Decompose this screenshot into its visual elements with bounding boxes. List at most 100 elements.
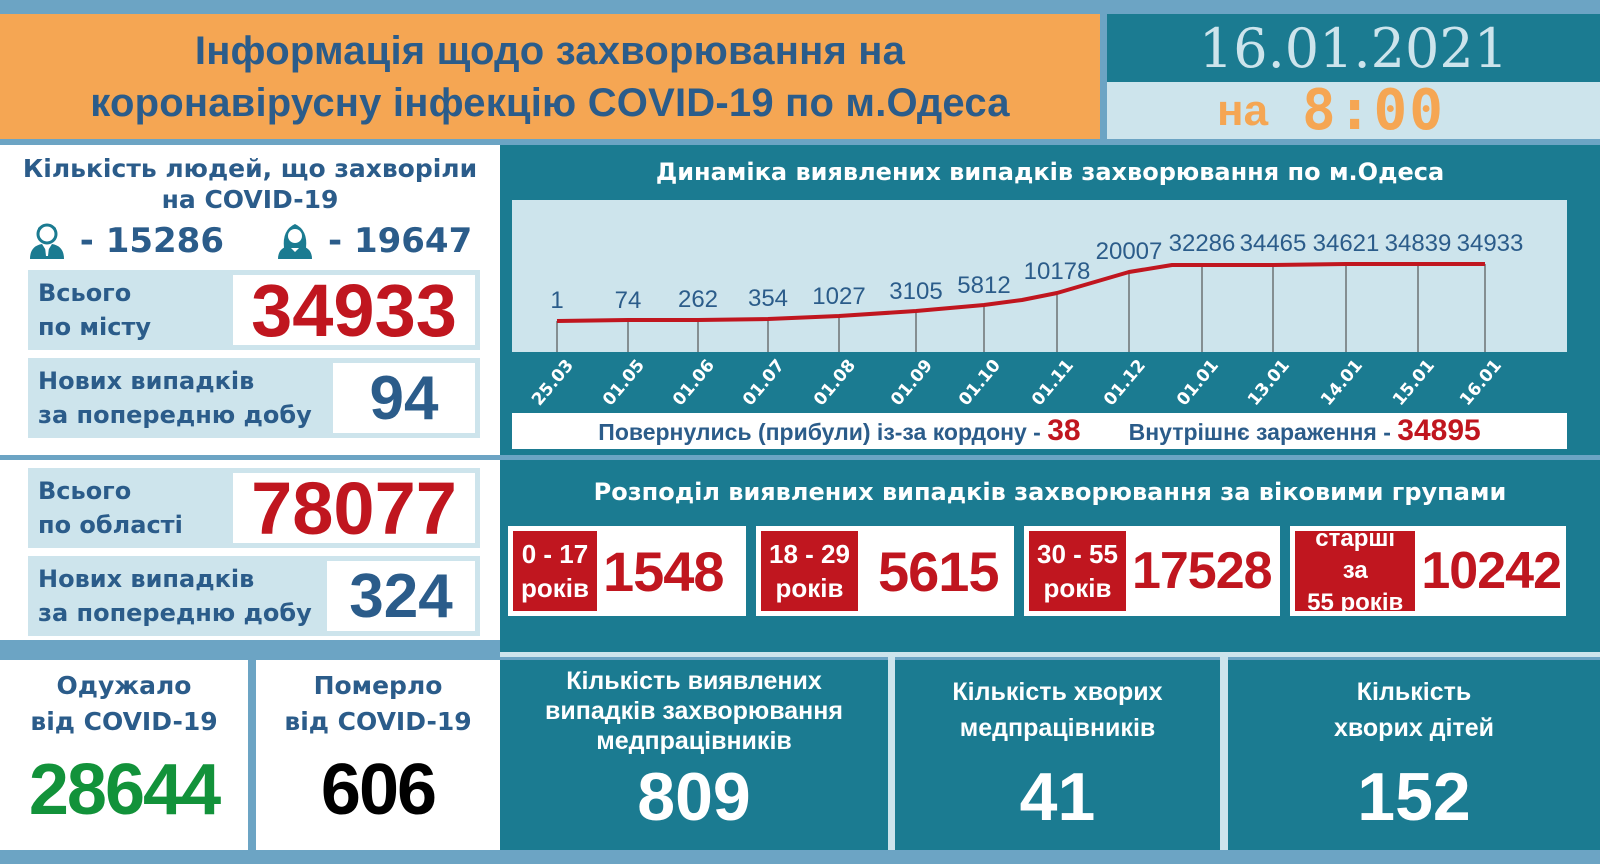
region-new-label: Нових випадків за попередню добу bbox=[28, 562, 327, 630]
age-group-value: 17528 bbox=[1131, 542, 1273, 600]
age-unit: років bbox=[1043, 573, 1112, 603]
age-unit: років bbox=[521, 573, 589, 603]
age-groups-panel: Розподіл виявлених випадків захворювання… bbox=[500, 460, 1600, 640]
region-new-label-line-2: за попередню добу bbox=[38, 599, 312, 627]
divider bbox=[888, 657, 895, 864]
sick-children-label: Кількість хворих дітей bbox=[1228, 660, 1600, 746]
point-label: 74 bbox=[614, 287, 642, 314]
returned-value: 38 bbox=[1047, 414, 1081, 447]
city-total-label-line-2: по місту bbox=[38, 313, 152, 341]
city-new-label-line-1: Нових випадків bbox=[38, 367, 255, 395]
age-range-tag: 0 - 17 років bbox=[513, 531, 597, 611]
city-new-value: 94 bbox=[333, 363, 475, 433]
age-range: 30 - 55 bbox=[1037, 539, 1118, 569]
recovered-value: 28644 bbox=[28, 750, 221, 830]
bottom-frame bbox=[0, 850, 1600, 864]
chart-line bbox=[556, 262, 1486, 352]
region-new-row: Нових випадків за попередню добу 324 bbox=[28, 556, 480, 636]
age-groups-title: Розподіл виявлених випадків захворювання… bbox=[593, 478, 1507, 506]
city-total-row: Всього по місту 34933 bbox=[28, 269, 480, 352]
point-label: 34933 bbox=[1456, 230, 1524, 257]
died-label-line-1: Померло bbox=[313, 671, 443, 700]
age-groups-row: 0 - 17 років 1548 18 - 29 років 5615 30 … bbox=[508, 525, 1566, 616]
returned-label: Повернулись (прибули) із-за кордону - bbox=[598, 419, 1041, 445]
title-line-2: коронавірусну інфекцію COVID-19 по м.Оде… bbox=[90, 80, 1010, 125]
city-new-label-line-2: за попередню добу bbox=[38, 401, 312, 429]
returned-abroad: Повернулись (прибули) із-за кордону - 38 bbox=[598, 414, 1080, 448]
x-tick-label: 01.09 bbox=[887, 355, 937, 410]
male-count-group: - 15286 bbox=[28, 221, 224, 261]
age-range-tag: старші за 55 років bbox=[1295, 525, 1416, 616]
region-total-label-line-2: по області bbox=[38, 511, 183, 539]
age-range-tag: 30 - 55 років bbox=[1029, 531, 1126, 611]
died-panel: Померло від COVID-19 606 bbox=[256, 660, 500, 864]
age-range: 18 - 29 bbox=[769, 539, 850, 569]
age-group-value: 1548 bbox=[602, 539, 725, 603]
x-tick-label: 01.12 bbox=[1100, 355, 1150, 410]
city-heading: Кількість людей, що захворіли на COVID-1… bbox=[0, 145, 500, 215]
chart-title: Динаміка виявлених випадків захворювання… bbox=[655, 158, 1445, 186]
city-cases-panel: Кількість людей, що захворіли на COVID-1… bbox=[0, 145, 500, 455]
point-label: 34621 bbox=[1312, 230, 1380, 257]
age-range-tag: 18 - 29 років bbox=[761, 531, 858, 611]
internal-infection: Внутрішнє зараження - 34895 bbox=[1129, 414, 1481, 448]
divider bbox=[1220, 657, 1228, 864]
chart-plot-area: 1 74 262 354 1027 3105 5812 10178 20007 … bbox=[512, 200, 1567, 352]
died-value: 606 bbox=[320, 750, 437, 830]
medical-detected-label-line-3: медпрацівників bbox=[596, 727, 792, 755]
x-tick-label: 01.07 bbox=[739, 355, 789, 410]
medical-detected-panel: Кількість виявлених випадків захворюванн… bbox=[500, 660, 888, 864]
gender-breakdown: - 15286 - 19647 bbox=[0, 221, 500, 261]
male-user-icon bbox=[29, 223, 64, 259]
age-group-card: 0 - 17 років 1548 bbox=[508, 526, 746, 616]
point-label: 5812 bbox=[957, 272, 1011, 299]
sick-children-label-line-1: Кількість bbox=[1356, 678, 1472, 706]
medical-sick-label-line-2: медпрацівників bbox=[959, 714, 1156, 742]
internal-value: 34895 bbox=[1397, 414, 1481, 447]
medical-sick-value: 41 bbox=[1019, 759, 1096, 835]
age-unit: 55 років bbox=[1307, 589, 1404, 616]
medical-detected-label: Кількість виявлених випадків захворюванн… bbox=[500, 660, 888, 756]
region-total-label: Всього по області bbox=[28, 474, 233, 542]
age-group-card: 30 - 55 років 17528 bbox=[1024, 526, 1280, 616]
point-label: 1 bbox=[550, 287, 564, 314]
x-tick-label: 01.08 bbox=[810, 355, 860, 410]
age-group-card: 18 - 29 років 5615 bbox=[756, 526, 1014, 616]
report-date: 16.01.2021 bbox=[1107, 14, 1600, 82]
medical-detected-value: 809 bbox=[637, 759, 751, 835]
age-range: старші за bbox=[1315, 525, 1396, 584]
city-heading-line-2: на COVID-19 bbox=[161, 185, 339, 214]
point-label: 20007 bbox=[1095, 238, 1163, 265]
age-group-card: старші за 55 років 10242 bbox=[1290, 525, 1566, 616]
city-new-row: Нових випадків за попередню добу 94 bbox=[28, 358, 480, 438]
report-time: на 8:00 bbox=[1107, 78, 1600, 143]
point-label: 3105 bbox=[889, 278, 943, 305]
region-cases-panel: Всього по області 78077 Нових випадків з… bbox=[0, 460, 500, 640]
city-heading-line-1: Кількість людей, що захворіли bbox=[22, 154, 478, 183]
female-count-group: - 19647 bbox=[276, 221, 472, 261]
medical-sick-label-line-1: Кількість хворих bbox=[952, 678, 1163, 706]
medical-detected-label-line-2: випадків захворювання bbox=[545, 697, 843, 725]
point-label: 10178 bbox=[1023, 258, 1091, 285]
point-label: 32286 bbox=[1168, 230, 1236, 257]
title-line-1: Інформація щодо захворювання на bbox=[194, 28, 906, 73]
point-label: 262 bbox=[677, 286, 719, 313]
city-total-value: 34933 bbox=[233, 269, 475, 352]
point-label: 34839 bbox=[1384, 230, 1452, 257]
medical-sick-label: Кількість хворих медпрацівників bbox=[895, 660, 1220, 746]
recovered-label-line-2: від COVID-19 bbox=[30, 707, 218, 736]
region-total-row: Всього по області 78077 bbox=[28, 467, 480, 550]
x-tick-label: 13.01 bbox=[1244, 355, 1294, 410]
age-group-value: 5615 bbox=[877, 539, 1000, 603]
infection-source-bar: Повернулись (прибули) із-за кордону - 38… bbox=[512, 413, 1567, 449]
point-label: 354 bbox=[747, 285, 789, 312]
region-total-label-line-1: Всього bbox=[38, 477, 132, 505]
female-user-icon bbox=[278, 224, 312, 259]
sick-children-panel: Кількість хворих дітей 152 bbox=[1228, 660, 1600, 864]
age-group-value: 10242 bbox=[1421, 542, 1562, 600]
x-tick-label: 01.01 bbox=[1173, 355, 1223, 410]
age-unit: років bbox=[775, 573, 844, 603]
x-tick-label: 01.06 bbox=[669, 355, 719, 410]
city-total-label-line-1: Всього bbox=[38, 279, 132, 307]
point-label: 1027 bbox=[812, 283, 866, 310]
